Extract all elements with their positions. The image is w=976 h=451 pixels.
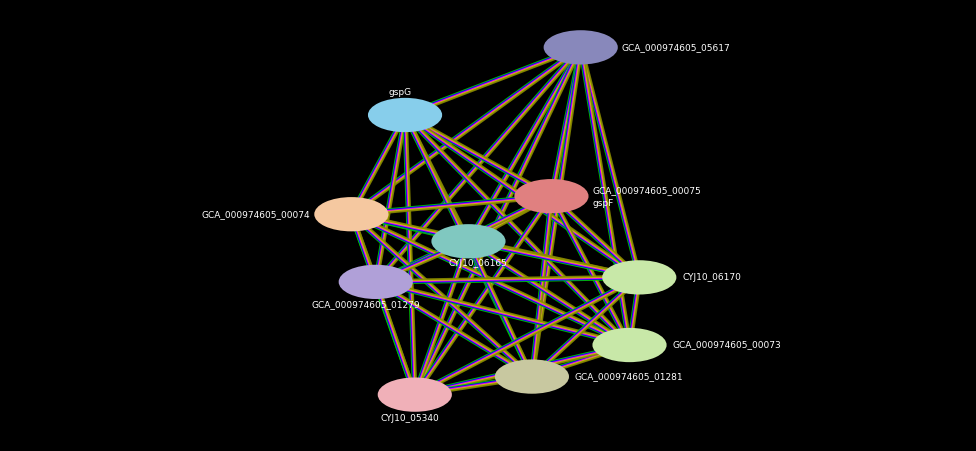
Circle shape <box>602 260 676 295</box>
Text: GCA_000974605_01279: GCA_000974605_01279 <box>311 300 421 309</box>
Text: CYJ10_06170: CYJ10_06170 <box>682 273 741 282</box>
Text: GCA_000974605_00073: GCA_000974605_00073 <box>672 341 781 350</box>
Text: CYJ10_05340: CYJ10_05340 <box>381 414 439 423</box>
Circle shape <box>514 179 589 213</box>
Text: GCA_000974605_00074: GCA_000974605_00074 <box>202 210 310 219</box>
Circle shape <box>592 328 667 362</box>
Text: GCA_000974605_01281: GCA_000974605_01281 <box>575 372 683 381</box>
Circle shape <box>495 359 569 394</box>
Text: CYJ10_06165: CYJ10_06165 <box>449 259 508 268</box>
Circle shape <box>431 224 506 258</box>
Circle shape <box>368 98 442 132</box>
Text: gspG: gspG <box>388 88 412 97</box>
Circle shape <box>378 377 452 412</box>
Circle shape <box>339 265 413 299</box>
Circle shape <box>544 30 618 64</box>
Text: GCA_000974605_00075: GCA_000974605_00075 <box>592 186 701 195</box>
Text: GCA_000974605_05617: GCA_000974605_05617 <box>622 43 730 52</box>
Text: gspF: gspF <box>592 199 614 208</box>
Circle shape <box>314 197 388 231</box>
